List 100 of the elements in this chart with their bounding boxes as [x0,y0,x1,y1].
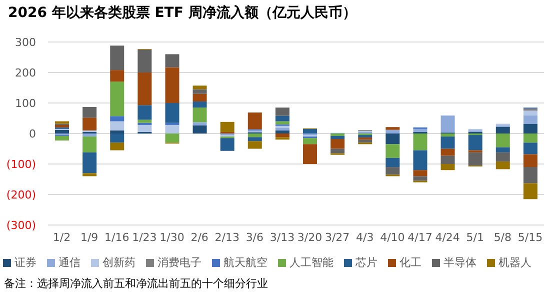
bar [110,130,124,134]
x-tick-label: 5/15 [518,230,543,244]
x-tick-label: 1/16 [104,230,130,244]
bar [496,152,510,162]
bar [275,116,290,122]
y-tick-label: (200) [6,188,36,202]
x-tick-label: 3/20 [297,230,322,244]
bar [440,164,455,170]
bar [440,156,455,164]
text: 备注：选择周净流入前五和净流出前五的十个细分行业 [4,276,268,291]
bar [496,134,510,148]
bar [82,118,97,130]
bar [275,121,290,124]
bar [468,135,482,150]
bar [192,89,207,94]
x-tick-label: 4/17 [408,230,432,244]
bar [330,148,345,154]
x-tick-label: 4/3 [356,230,374,244]
bar [110,46,124,70]
bar [138,124,152,132]
bar [110,70,124,82]
bar [386,167,400,175]
bar [386,158,400,168]
legend-label: 通信 [58,256,80,269]
bar [496,162,510,170]
bar [523,115,538,124]
bar [413,134,428,150]
x-tick-label: 1/23 [132,230,157,244]
bar [523,108,538,111]
x-tick-label: 2/6 [190,230,208,244]
bar [303,128,317,134]
bar [82,152,97,174]
bar [192,122,207,126]
bar [496,126,510,134]
y-tick-label: 300 [15,36,36,49]
bar [165,67,180,103]
bar [82,134,97,137]
bar [413,176,428,181]
bar [440,116,455,133]
y-tick-label: (100) [6,158,36,171]
y-tick-label: 0 [29,128,36,140]
bar [275,108,290,116]
x-tick-label: 1/9 [80,230,98,244]
bar [523,154,538,168]
bar [192,108,207,122]
bar [192,86,207,90]
legend-label: 消费电子 [158,256,202,269]
y-tick-label: 200 [15,66,36,80]
x-tick-label: 2/13 [214,230,240,244]
bar [192,94,207,102]
x-tick-label: 4/10 [380,230,405,244]
bar [496,147,510,152]
bar [413,128,428,132]
bar [440,134,455,137]
bar [138,120,152,123]
bar [165,54,180,68]
legend-label: 机器人 [498,256,532,269]
bar [440,148,455,156]
bar [248,112,262,130]
y-tick-label: (300) [6,219,36,232]
x-tick-label: 3/13 [270,230,295,244]
bar [386,144,400,158]
bar [386,127,400,130]
bar [523,134,538,143]
bar [523,142,538,154]
bar [165,103,180,123]
bar [413,170,428,176]
bar [220,138,234,151]
bar [110,82,124,116]
bar [138,72,152,106]
bar [275,126,290,128]
bar [248,141,262,149]
bar [275,134,290,138]
bar [523,110,538,116]
x-tick-label: 1/2 [52,230,71,244]
bar [440,136,455,149]
bar [386,134,400,144]
bar [192,125,207,134]
x-tick-label: 5/1 [466,230,484,244]
bar [413,150,428,170]
bar [358,140,372,143]
bar [220,122,234,132]
bar [358,137,372,140]
x-tick-label: 1/30 [160,230,184,244]
bar [82,136,97,152]
bar [55,136,69,141]
bar [303,144,317,164]
bar [468,152,482,166]
bar [248,137,262,142]
x-tick-label: 4/24 [435,230,460,244]
bar [82,173,97,176]
legend-label: 半导体 [444,256,476,269]
bar [523,183,538,200]
bar [303,138,317,144]
x-tick-label: 3/27 [324,230,350,244]
bar [110,142,124,150]
bar [110,134,124,143]
bar [110,121,124,130]
bar [55,124,69,128]
bar [165,124,180,134]
